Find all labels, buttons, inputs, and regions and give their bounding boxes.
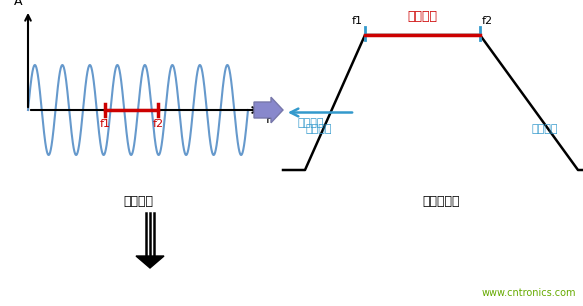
Text: 抑制频段: 抑制频段 [305, 125, 332, 135]
Text: f1: f1 [100, 119, 111, 129]
Text: 滤波器响应: 滤波器响应 [423, 195, 460, 208]
Polygon shape [136, 256, 164, 268]
FancyArrow shape [254, 97, 283, 123]
Text: www.cntronics.com: www.cntronics.com [482, 288, 576, 298]
Text: 原始信号: 原始信号 [123, 195, 153, 208]
Text: f1: f1 [352, 16, 363, 26]
Text: F: F [266, 113, 273, 126]
Text: 抑制频段: 抑制频段 [298, 118, 325, 128]
Text: f2: f2 [482, 16, 493, 26]
Text: 工作频段: 工作频段 [408, 10, 437, 23]
Text: 抑制频段: 抑制频段 [532, 125, 559, 135]
Text: f2: f2 [152, 119, 164, 129]
Text: A: A [13, 0, 22, 8]
